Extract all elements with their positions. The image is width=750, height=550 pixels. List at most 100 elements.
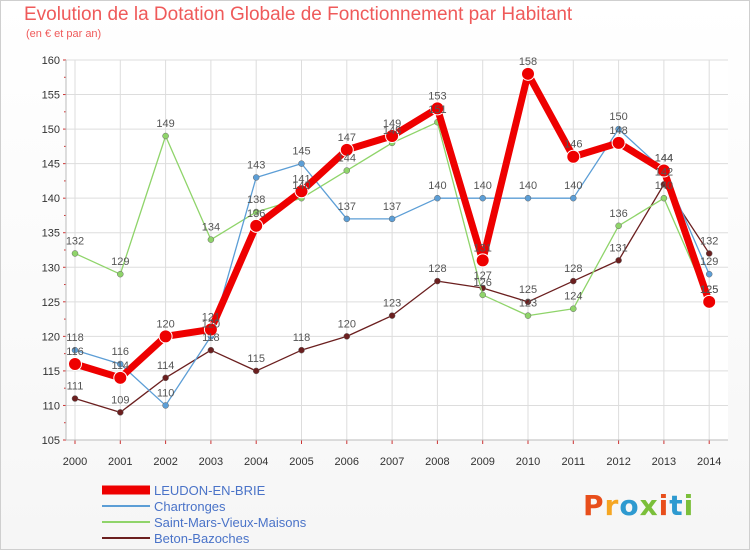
data-label-chartronges: 129 <box>700 256 718 268</box>
y-tick-label: 140 <box>42 193 60 205</box>
point-chartronges <box>570 194 577 202</box>
point-chartronges <box>434 194 441 202</box>
point-saint-mars-vieux-maisons <box>660 194 668 202</box>
grid <box>66 59 728 441</box>
data-label-leudon-en-brie: 136 <box>247 208 265 220</box>
point-beton-bazoches <box>615 257 622 264</box>
legend-label-chartronges: Chartronges <box>154 499 226 514</box>
data-label-saint-mars-vieux-maisons: 144 <box>338 153 356 165</box>
data-label-chartronges: 140 <box>519 180 537 192</box>
data-label-saint-mars-vieux-maisons: 140 <box>292 180 310 192</box>
point-saint-mars-vieux-maisons <box>162 132 169 140</box>
point-chartronges <box>524 194 532 202</box>
point-leudon-en-brie <box>294 184 309 199</box>
legend: LEUDON-EN-BRIEChartrongesSaint-Mars-Vieu… <box>102 483 307 546</box>
data-label-leudon-en-brie: 131 <box>474 242 492 254</box>
point-beton-bazoches <box>343 333 351 340</box>
data-label-chartronges: 145 <box>292 146 310 158</box>
x-tick-label: 2007 <box>380 456 404 468</box>
chart-subtitle: (en € et par an) <box>26 28 102 40</box>
x-tick-label: 2000 <box>63 456 87 468</box>
series-layer <box>68 66 717 416</box>
data-label-saint-mars-vieux-maisons: 126 <box>474 277 492 289</box>
data-label-saint-mars-vieux-maisons: 148 <box>383 125 401 137</box>
point-chartronges <box>252 174 260 181</box>
legend-label-saint-mars-vieux-maisons: Saint-Mars-Vieux-Maisons <box>154 515 307 530</box>
data-label-beton-bazoches: 128 <box>428 263 446 275</box>
point-saint-mars-vieux-maisons <box>479 291 486 299</box>
data-label-beton-bazoches: 142 <box>655 166 673 178</box>
data-label-chartronges: 140 <box>474 180 492 192</box>
point-saint-mars-vieux-maisons <box>570 305 577 312</box>
point-saint-mars-vieux-maisons <box>71 250 79 257</box>
data-label-saint-mars-vieux-maisons: 129 <box>111 256 129 268</box>
point-leudon-en-brie <box>521 66 535 81</box>
legend-label-beton-bazoches: Beton-Bazoches <box>154 531 250 546</box>
data-label-leudon-en-brie: 125 <box>700 284 718 296</box>
point-beton-bazoches <box>388 312 396 319</box>
point-chartronges <box>162 402 169 409</box>
data-label-chartronges: 110 <box>157 387 175 399</box>
data-label-chartronges: 118 <box>66 332 84 344</box>
data-label-beton-bazoches: 115 <box>247 353 265 365</box>
data-label-chartronges: 143 <box>247 159 265 171</box>
data-label-beton-bazoches: 128 <box>564 263 582 275</box>
data-label-chartronges: 137 <box>338 201 356 213</box>
point-saint-mars-vieux-maisons <box>207 236 215 243</box>
data-label-saint-mars-vieux-maisons: 151 <box>428 104 446 116</box>
data-label-beton-bazoches: 118 <box>202 332 220 344</box>
x-tick-label: 2004 <box>244 456 268 468</box>
point-leudon-en-brie <box>249 218 264 233</box>
data-label-saint-mars-vieux-maisons: 149 <box>156 118 174 130</box>
legend-label-leudon-en-brie: LEUDON-EN-BRIE <box>154 483 266 498</box>
point-chartronges <box>298 160 305 167</box>
y-tick-label: 110 <box>42 400 60 412</box>
y-tick-label: 125 <box>42 297 60 309</box>
point-beton-bazoches <box>570 277 577 285</box>
data-label-leudon-en-brie: 148 <box>609 125 627 137</box>
x-tick-label: 2013 <box>652 456 676 468</box>
point-chartronges <box>343 215 351 223</box>
data-labels: 111 109 114 118 115 118 120 123 128 127 125 128 131 1… <box>66 56 719 407</box>
point-leudon-en-brie <box>656 163 671 178</box>
point-leudon-en-brie <box>113 370 128 385</box>
data-label-leudon-en-brie: 158 <box>519 56 537 68</box>
point-chartronges <box>705 270 713 278</box>
y-tick-label: 120 <box>42 331 60 343</box>
data-label-chartronges: 140 <box>428 180 446 192</box>
data-label-beton-bazoches: 127 <box>474 270 492 282</box>
data-label-beton-bazoches: 120 <box>338 318 356 330</box>
data-label-saint-mars-vieux-maisons: 132 <box>66 235 84 247</box>
data-label-leudon-en-brie: 141 <box>292 173 310 185</box>
point-chartronges <box>388 215 396 223</box>
data-label-saint-mars-vieux-maisons: 123 <box>519 298 537 310</box>
point-beton-bazoches <box>705 250 713 257</box>
data-label-leudon-en-brie: 114 <box>112 360 130 372</box>
point-leudon-en-brie <box>611 135 626 150</box>
point-chartronges <box>615 125 622 133</box>
y-tick-label: 160 <box>42 55 60 67</box>
point-leudon-en-brie <box>203 322 218 337</box>
data-label-saint-mars-vieux-maisons: 136 <box>609 208 627 220</box>
data-label-beton-bazoches: 125 <box>519 284 537 296</box>
x-tick-label: 2005 <box>289 456 313 468</box>
data-label-beton-bazoches: 131 <box>609 242 627 254</box>
point-beton-bazoches <box>434 277 441 285</box>
proxiti-logo: Proxiti <box>583 489 695 522</box>
data-label-chartronges: 150 <box>609 111 627 123</box>
point-saint-mars-vieux-maisons <box>524 312 532 319</box>
x-tick-label: 2001 <box>108 456 132 468</box>
point-leudon-en-brie <box>475 253 490 268</box>
data-label-beton-bazoches: 123 <box>383 298 401 310</box>
point-leudon-en-brie <box>702 294 717 309</box>
plot-area <box>66 60 728 440</box>
data-label-leudon-en-brie: 147 <box>338 132 356 144</box>
x-tick-label: 2008 <box>425 456 449 468</box>
data-label-leudon-en-brie: 153 <box>428 90 446 102</box>
point-beton-bazoches <box>298 346 305 354</box>
data-label-beton-bazoches: 109 <box>111 394 129 406</box>
x-tick-label: 2012 <box>606 456 630 468</box>
data-label-leudon-en-brie: 116 <box>66 346 84 358</box>
x-tick-label: 2003 <box>199 456 223 468</box>
